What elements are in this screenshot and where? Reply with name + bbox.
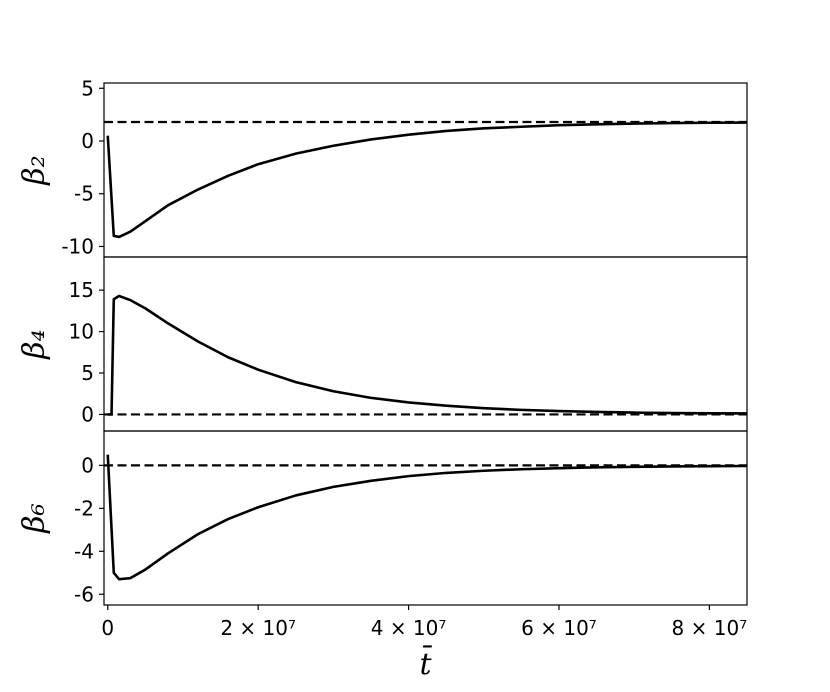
y-tick-label: -5 [74, 182, 94, 206]
x-axis-label: t̄ [419, 644, 432, 682]
x-tick-label: 8 × 10⁷ [672, 616, 748, 640]
y-tick-label: 0 [81, 402, 94, 426]
y-tick-label: -6 [74, 582, 94, 606]
panel-3: 0 -2 -4 -6 β₆ [17, 430, 748, 606]
series-line-1 [106, 121, 747, 239]
x-tick-label: 0 [101, 616, 114, 640]
panel-frame [103, 82, 748, 258]
series-line-1 [107, 294, 747, 416]
y-tick-label: -4 [74, 539, 94, 563]
panels-group: 5 0 -5 -10 β₂ 15 10 5 0 β₄ 0 -2 -4 -6 β₆ [17, 76, 748, 606]
y-tick-label: -10 [61, 234, 94, 258]
x-axis: 0 2 × 10⁷ 4 × 10⁷ 6 × 10⁷ 8 × 10⁷ [101, 605, 747, 640]
panel-2: 15 10 5 0 β₄ [17, 256, 748, 432]
x-tick-label: 2 × 10⁷ [220, 616, 296, 640]
y-tick-label: -2 [74, 496, 94, 520]
y-axis-label: β₆ [17, 503, 52, 533]
y-tick-label: 0 [81, 129, 94, 153]
y-axis-label: β₂ [17, 155, 52, 185]
y-tick-label: 10 [69, 320, 94, 344]
panel-1: 5 0 -5 -10 β₂ [17, 76, 748, 258]
x-tick-label: 4 × 10⁷ [371, 616, 447, 640]
y-tick-label: 5 [81, 361, 94, 385]
x-tick-label: 6 × 10⁷ [521, 616, 597, 640]
series-line-1 [106, 454, 747, 581]
panel-frame [103, 430, 748, 606]
y-axis-label: β₄ [17, 329, 52, 359]
y-tick-label: 0 [81, 453, 94, 477]
y-tick-label: 5 [81, 76, 94, 100]
y-tick-label: 15 [69, 278, 94, 302]
